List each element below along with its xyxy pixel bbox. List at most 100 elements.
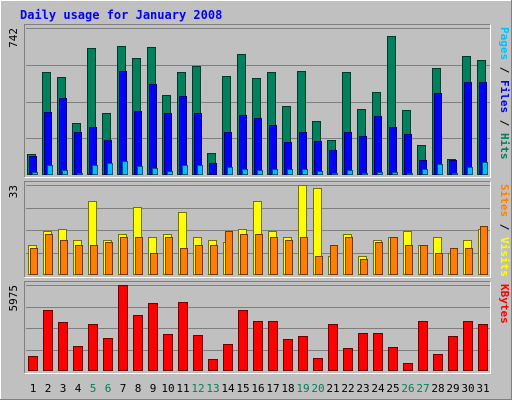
bar-kbytes-20: [313, 358, 323, 371]
bar-pages-21: [332, 173, 338, 175]
bar-pages-9: [152, 168, 158, 175]
bar-files-8: [134, 111, 142, 175]
bar-files-21: [329, 150, 337, 175]
bar-pages-8: [137, 166, 143, 175]
x-tick-day-19: 19: [296, 382, 309, 395]
bar-pages-26: [407, 173, 413, 175]
bar-sites-6: [105, 242, 113, 275]
bar-pages-2: [47, 165, 53, 175]
panel-2: 33 Sites / Visits: [7, 181, 511, 278]
x-tick-day-16: 16: [251, 382, 264, 395]
bar-kbytes-7: [118, 285, 128, 371]
panel-border-dark: [24, 181, 491, 278]
bar-pages-15: [242, 169, 248, 175]
bar-files-24: [374, 116, 382, 175]
bar-sites-26: [405, 245, 413, 275]
bar-pages-1: [32, 172, 38, 175]
bar-sites-20: [315, 256, 323, 275]
bar-kbytes-29: [448, 336, 458, 371]
x-tick-day-11: 11: [176, 382, 189, 395]
x-tick-day-4: 4: [75, 382, 82, 395]
x-tick-day-10: 10: [161, 382, 174, 395]
bar-kbytes-27: [418, 321, 428, 371]
legend-pages: Pages: [498, 27, 511, 60]
bar-sites-23: [360, 259, 368, 275]
bar-kbytes-1: [28, 356, 38, 371]
bar-files-10: [164, 113, 172, 175]
bar-kbytes-19: [298, 336, 308, 371]
bar-pages-10: [167, 171, 173, 175]
bar-sites-27: [420, 245, 428, 275]
legend-separator: /: [498, 217, 511, 237]
legend-visits: Visits: [498, 237, 511, 277]
bar-files-4: [74, 132, 82, 175]
bar-kbytes-31: [478, 324, 488, 371]
bar-pages-23: [362, 173, 368, 175]
bar-sites-17: [270, 237, 278, 275]
panel-border-dark: [24, 24, 491, 178]
bar-kbytes-25: [388, 347, 398, 371]
bar-files-3: [59, 98, 67, 175]
x-tick-day-31: 31: [476, 382, 489, 395]
legend-separator: /: [498, 60, 511, 80]
bar-kbytes-13: [208, 359, 218, 371]
x-tick-day-8: 8: [135, 382, 142, 395]
bar-files-22: [344, 132, 352, 175]
bar-kbytes-2: [43, 310, 53, 371]
series-legend: KBytes: [498, 284, 511, 324]
bar-files-17: [269, 125, 277, 175]
bar-kbytes-8: [133, 315, 143, 371]
bar-files-19: [299, 132, 307, 175]
bar-kbytes-22: [343, 348, 353, 371]
x-tick-day-20: 20: [311, 382, 324, 395]
bar-files-9: [149, 84, 157, 175]
bar-sites-18: [285, 240, 293, 275]
bar-pages-19: [302, 169, 308, 175]
bar-sites-2: [45, 234, 53, 275]
bar-files-15: [239, 115, 247, 175]
bar-files-30: [464, 82, 472, 175]
bar-sites-10: [165, 237, 173, 275]
bar-pages-24: [377, 172, 383, 175]
panel-border-light: [24, 24, 491, 178]
bar-kbytes-17: [268, 321, 278, 371]
bar-pages-16: [257, 170, 263, 175]
bar-files-25: [389, 127, 397, 175]
x-tick-day-3: 3: [60, 382, 67, 395]
bar-kbytes-15: [238, 310, 248, 371]
panel-border-light: [24, 281, 491, 374]
x-tick-day-21: 21: [326, 382, 339, 395]
bar-sites-29: [450, 248, 458, 275]
bar-files-28: [434, 93, 442, 175]
x-tick-day-28: 28: [431, 382, 444, 395]
bar-sites-5: [90, 245, 98, 275]
bar-kbytes-28: [433, 354, 443, 371]
bar-kbytes-3: [58, 322, 68, 371]
bar-sites-14: [225, 231, 233, 275]
bar-kbytes-23: [358, 333, 368, 371]
bar-pages-28: [437, 164, 443, 175]
x-axis-labels: 1 2 3 4 5 6 7 8 9 10 11 12 13 14 15 16 17 18 19 20 21 22 23 24 2…: [30, 382, 490, 395]
bar-pages-12: [197, 165, 203, 175]
bar-kbytes-18: [283, 339, 293, 371]
chart-panels: 742 Pages / Files / Hits 33 Sites / Visits 5…: [7, 24, 511, 374]
bar-sites-30: [465, 248, 473, 275]
x-tick-day-17: 17: [266, 382, 279, 395]
bar-files-31: [479, 82, 487, 175]
bar-files-29: [449, 160, 457, 175]
bar-sites-1: [30, 248, 38, 275]
bar-sites-7: [120, 237, 128, 275]
y-max-label: 742: [7, 28, 20, 48]
series-legend: Sites / Visits: [498, 184, 511, 277]
bar-sites-4: [75, 245, 83, 275]
bar-pages-18: [287, 169, 293, 175]
legend-files: Files: [498, 80, 511, 113]
x-tick-day-30: 30: [461, 382, 474, 395]
x-tick-day-15: 15: [236, 382, 249, 395]
x-tick-day-23: 23: [356, 382, 369, 395]
bar-kbytes-14: [223, 344, 233, 371]
series-legend: Pages / Files / Hits: [498, 27, 511, 160]
bar-pages-22: [347, 170, 353, 175]
bar-pages-6: [107, 163, 113, 175]
